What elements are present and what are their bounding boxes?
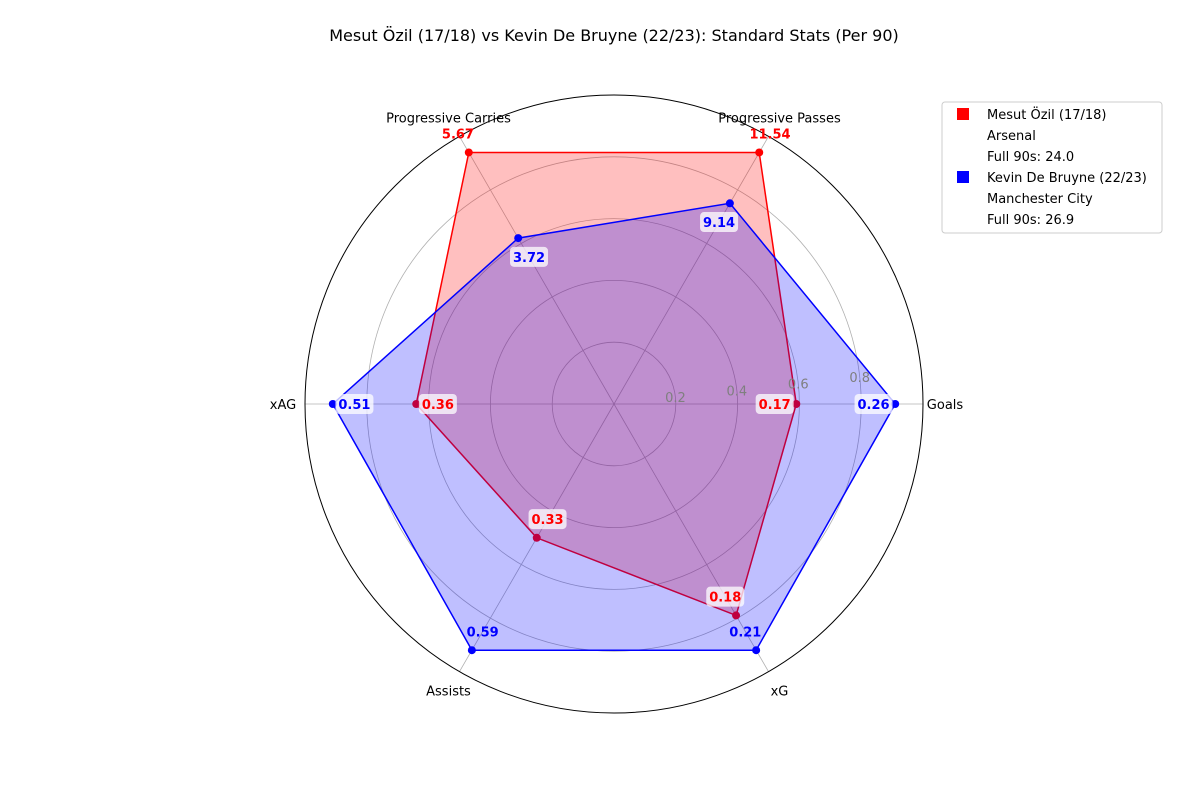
legend-label: Mesut Özil (17/18) [987,106,1106,123]
data-point [514,234,523,243]
legend-frame [941,101,1163,234]
radial-tick-label: 0.4 [727,384,748,399]
data-label-group: 0.18 [706,586,745,607]
data-label: 0.18 [709,591,741,606]
legend-label: Kevin De Bruyne (22/23) [987,171,1147,186]
data-point [732,611,741,620]
data-label: 9.14 [703,216,735,231]
data-label: 11.54 [749,128,790,143]
data-label-group: 5.67 [442,128,474,143]
data-label-group: 0.36 [418,394,457,414]
axis-spoke [613,403,769,672]
axis-spoke [613,136,769,405]
data-label-group: 0.26 [854,394,893,414]
data-label: 0.26 [858,398,890,413]
data-label: 3.72 [513,251,545,266]
data-label-box [335,394,374,414]
axis-label: Progressive Passes [718,111,841,126]
polar-frame [304,94,924,714]
data-label-group: 0.17 [755,394,794,414]
data-point [752,646,761,655]
data-label-group: 0.59 [467,625,499,640]
data-label: 0.51 [338,398,370,413]
data-label-box [755,394,794,414]
data-label: 0.17 [759,398,791,413]
data-point [755,148,764,157]
data-label-box [700,212,739,233]
data-label-group: 0.51 [335,394,374,414]
data-label-group: 9.14 [700,212,739,233]
data-point [412,400,421,408]
data-point [464,148,473,157]
data-label: 0.36 [422,398,454,413]
radial-tick-label: 0.8 [849,371,870,386]
data-label-group: 0.33 [528,509,567,530]
legend-swatch [957,171,969,183]
legend-team: Manchester City [987,192,1093,207]
radial-tick-label: 0.2 [665,391,686,406]
data-label: 0.21 [729,625,761,640]
data-point [467,646,476,655]
data-label-box [706,586,745,607]
axis-label: xG [771,685,789,700]
series-area [332,203,896,651]
data-label-box [418,394,457,414]
axis-label: xAG [270,398,296,413]
data-point [891,400,900,408]
axis-label: Progressive Carries [386,111,511,126]
radar-series [328,148,900,655]
data-label-box [854,394,893,414]
data-label-group: 0.21 [729,625,761,640]
axis-label: Goals [927,398,964,413]
data-point [725,199,734,208]
radial-tick-label: 0.6 [788,378,809,393]
axis-spoke [459,136,615,405]
series-area [416,152,797,616]
data-label-box [510,246,549,267]
data-label: 0.59 [467,625,499,640]
axis-label: Assists [426,685,471,700]
chart-title: Mesut Özil (17/18) vs Kevin De Bruyne (2… [329,26,899,45]
data-label: 0.33 [532,513,564,528]
legend-full90s: Full 90s: 24.0 [987,150,1074,165]
data-label: 5.67 [442,128,474,143]
legend: Mesut Özil (17/18) Arsenal Full 90s: 24.0 K… [941,101,1163,234]
data-label-group: 3.72 [510,246,549,267]
data-point [532,533,541,542]
data-label-box [528,509,567,530]
radar-labels: 0.2 0.4 0.6 0.8 Goals Progressive Passes Progr… [270,111,964,699]
legend-team: Arsenal [987,129,1036,144]
data-label-group: 11.54 [749,128,790,143]
data-point [792,400,801,408]
legend-full90s: Full 90s: 26.9 [987,213,1074,228]
data-point [328,400,337,408]
legend-swatch [957,108,969,120]
